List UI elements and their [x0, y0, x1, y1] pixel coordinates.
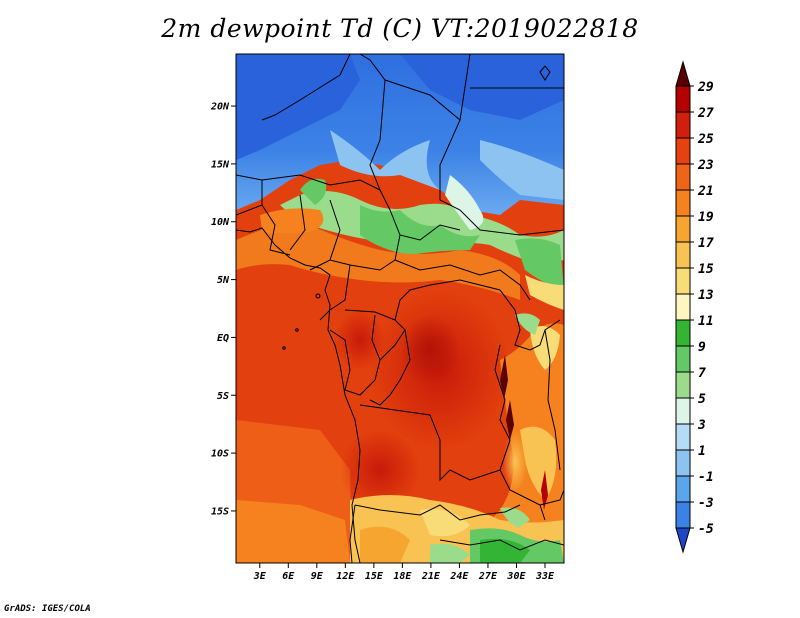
colorbar-segment: [675, 293, 691, 321]
colorbar-top-arrow: [675, 60, 691, 87]
lat-tick-label: 15S: [211, 506, 229, 517]
colorbar-segment: [675, 215, 691, 243]
lat-tick-label: 10N: [211, 217, 230, 228]
colorbar-label: 3: [697, 418, 706, 433]
colorbar-label: -1: [698, 470, 714, 485]
lon-tick-label: 24E: [449, 571, 469, 582]
southern-plateau-patch: [420, 509, 470, 537]
colorbar-label: 29: [697, 80, 714, 95]
colorbar-label: 11: [698, 314, 714, 329]
colorbar: 29 27 25 23 21 19 17 15 13 11 9 7 5 3 1 -1 -3 -5: [675, 60, 714, 554]
chart-title: 2m dewpoint Td (C) VT:2019022818: [161, 14, 639, 43]
colorbar-label: 25: [697, 132, 714, 147]
lon-tick-label: 12E: [336, 571, 355, 582]
lat-tick-label: 15N: [211, 159, 230, 170]
east-africa-highland-patch: [520, 426, 557, 500]
ocean-far-south-field: [236, 500, 350, 563]
east-africa-highland-north: [530, 326, 560, 370]
lon-tick-label: 21E: [421, 571, 441, 582]
colorbar-label: 21: [697, 184, 714, 199]
colorbar-segment: [675, 501, 691, 529]
map-frame: [235, 53, 565, 564]
southern-green-light-patch: [430, 543, 470, 563]
colorbar-segment: [675, 189, 691, 217]
lon-tick-label: 9E: [311, 571, 324, 582]
lat-tick-label: 20N: [210, 102, 230, 113]
islands: [282, 65, 551, 350]
congo-humid-core: [400, 315, 460, 385]
lon-tick-label: 27E: [478, 571, 498, 582]
country-borders: [236, 54, 564, 563]
lon-tick-label: 15E: [365, 571, 384, 582]
colorbar-segment: [675, 267, 691, 295]
colorbar-label: 23: [697, 158, 714, 173]
colorbar-segment: [675, 241, 691, 269]
sahel-yellow-patch-east: [525, 275, 564, 310]
colorbar-segment: [675, 345, 691, 373]
lat-tick-label: 5S: [217, 391, 229, 402]
southern-green-dark-patch: [480, 538, 530, 563]
colorbar-label: 17: [698, 236, 714, 251]
colorbar-label: -5: [698, 522, 714, 537]
lake-tanganyika-north: [500, 355, 508, 400]
lake-malawi: [541, 470, 548, 510]
colorbar-segment: [675, 111, 691, 139]
lon-tick-label: 33E: [535, 571, 555, 582]
colorbar-label: -3: [698, 496, 714, 511]
colorbar-label: 27: [697, 106, 714, 121]
southern-orange-patch: [360, 526, 410, 563]
sahara-moist-band: [330, 130, 440, 190]
colorbar-label: 19: [698, 210, 714, 225]
colorbar-label: 15: [698, 262, 714, 277]
tropics-transition-patch: [260, 208, 324, 234]
sahel-green-patch-east: [515, 238, 564, 290]
gabon-humid-field: [335, 310, 385, 370]
colorbar-segment: [675, 475, 691, 503]
coastlines: [236, 227, 361, 563]
sahel-green-patch-west: [300, 178, 327, 205]
colorbar-label: 5: [698, 392, 706, 407]
lat-tick-label: 10S: [211, 449, 229, 460]
colorbar-segment: [675, 85, 691, 113]
colorbar-segment: [675, 319, 691, 347]
colorbar-segment: [675, 449, 691, 477]
map-field: [236, 54, 564, 563]
sahel-green-dark-band: [360, 205, 480, 255]
east-africa-green-patch: [515, 313, 540, 335]
lat-tick-label: 5N: [217, 275, 230, 286]
sahara-moist-band-east: [480, 140, 564, 200]
colorbar-segment: [675, 397, 691, 425]
colorbar-segment: [675, 163, 691, 191]
sahel-pale-patch: [445, 175, 484, 230]
colorbar-label: 13: [698, 288, 714, 303]
sahara-dry-west-field: [236, 54, 360, 160]
lake-tanganyika-south: [506, 400, 514, 440]
colorbar-segment: [675, 137, 691, 165]
tropics-transition-band: [236, 220, 520, 300]
highland-yellow-blob: [503, 432, 527, 492]
colorbar-label: 9: [698, 340, 706, 355]
colorbar-label: 7: [698, 366, 706, 381]
southern-green-small-patch: [500, 507, 530, 528]
lon-tick-label: 18E: [393, 571, 412, 582]
lat-tick-label: EQ: [217, 333, 229, 344]
lon-tick-label: 3E: [253, 571, 267, 582]
longitude-axis: 3E 6E 9E 12E 15E 18E 21E 24E 27E 30E 33E: [253, 563, 555, 582]
colorbar-bottom-arrow: [675, 527, 691, 554]
latitude-axis: 20N 15N 10N 5N EQ 5S 10S 15S: [210, 102, 236, 517]
colorbar-segment: [675, 423, 691, 451]
lon-tick-label: 6E: [282, 571, 295, 582]
sahara-dry-east-field: [400, 54, 564, 120]
colorbar-label: 1: [698, 444, 706, 459]
colorbar-segment: [675, 371, 691, 399]
grads-credit: GrADS: IGES/COLA: [4, 604, 91, 614]
lon-tick-label: 30E: [506, 571, 526, 582]
